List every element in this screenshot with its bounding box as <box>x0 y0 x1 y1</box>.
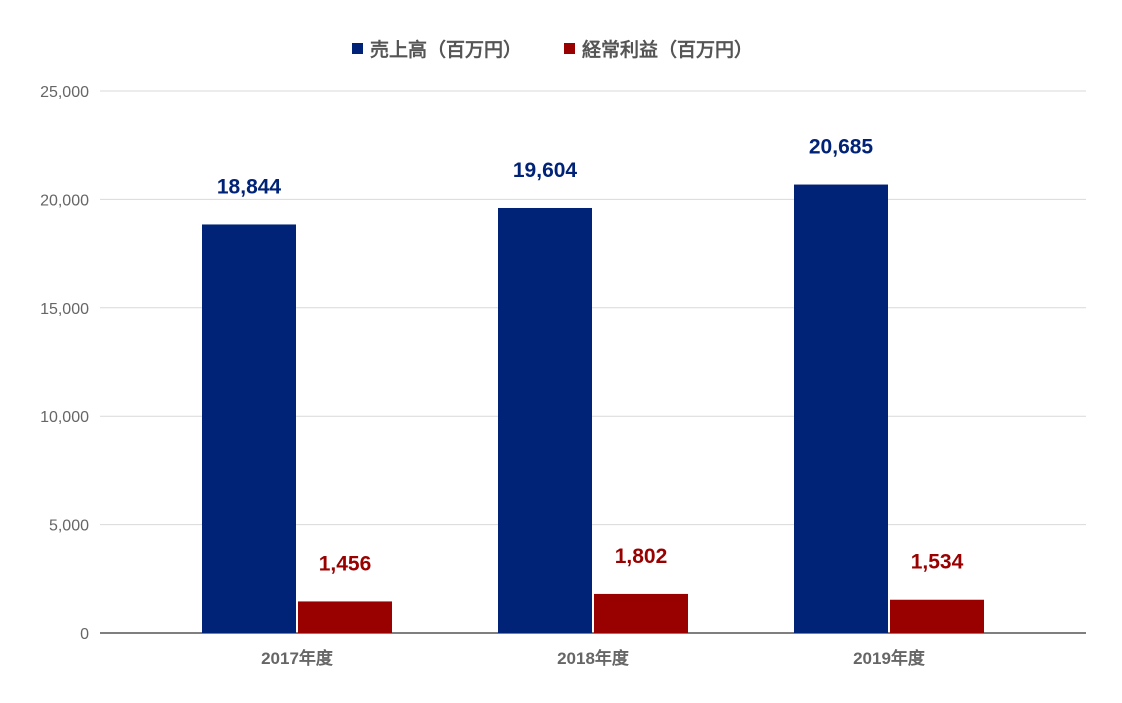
bar-sales <box>794 184 888 633</box>
data-label-sales: 20,685 <box>809 136 874 159</box>
legend-label-sales: 売上高（百万円） <box>370 38 522 61</box>
y-tick-label: 25,000 <box>40 84 89 101</box>
y-tick-label: 20,000 <box>40 192 89 209</box>
y-tick-label: 5,000 <box>49 518 89 535</box>
legend-label-ordinary-profit: 経常利益（百万円） <box>582 38 753 61</box>
bar-ordinary-profit <box>298 601 392 633</box>
y-tick-label: 15,000 <box>40 301 89 318</box>
data-label-sales: 18,844 <box>217 175 282 198</box>
data-label-ordinary-profit: 1,802 <box>615 545 668 568</box>
y-tick-label: 0 <box>80 626 89 643</box>
y-axis-ticks: 0 5,000 10,000 15,000 20,000 25,000 <box>40 84 89 643</box>
y-tick-label: 10,000 <box>40 409 89 426</box>
x-category-label: 2019年度 <box>853 648 926 668</box>
data-label-sales: 19,604 <box>513 159 578 182</box>
bar-ordinary-profit <box>594 593 688 633</box>
legend-swatch-sales <box>352 43 363 54</box>
data-labels: 18,844 1,456 19,604 1,802 20,685 1,534 <box>217 136 964 576</box>
legend-swatch-ordinary-profit <box>564 43 575 54</box>
data-label-ordinary-profit: 1,456 <box>319 552 372 575</box>
x-category-label: 2018年度 <box>557 648 630 668</box>
legend: 売上高（百万円） 経常利益（百万円） <box>352 38 753 61</box>
x-category-label: 2017年度 <box>261 648 334 668</box>
data-label-ordinary-profit: 1,534 <box>911 551 964 574</box>
x-axis-categories: 2017年度 2018年度 2019年度 <box>261 648 926 668</box>
bar-sales <box>202 224 296 633</box>
bar-sales <box>498 207 592 633</box>
bars <box>202 184 984 633</box>
bar-ordinary-profit <box>890 599 984 633</box>
